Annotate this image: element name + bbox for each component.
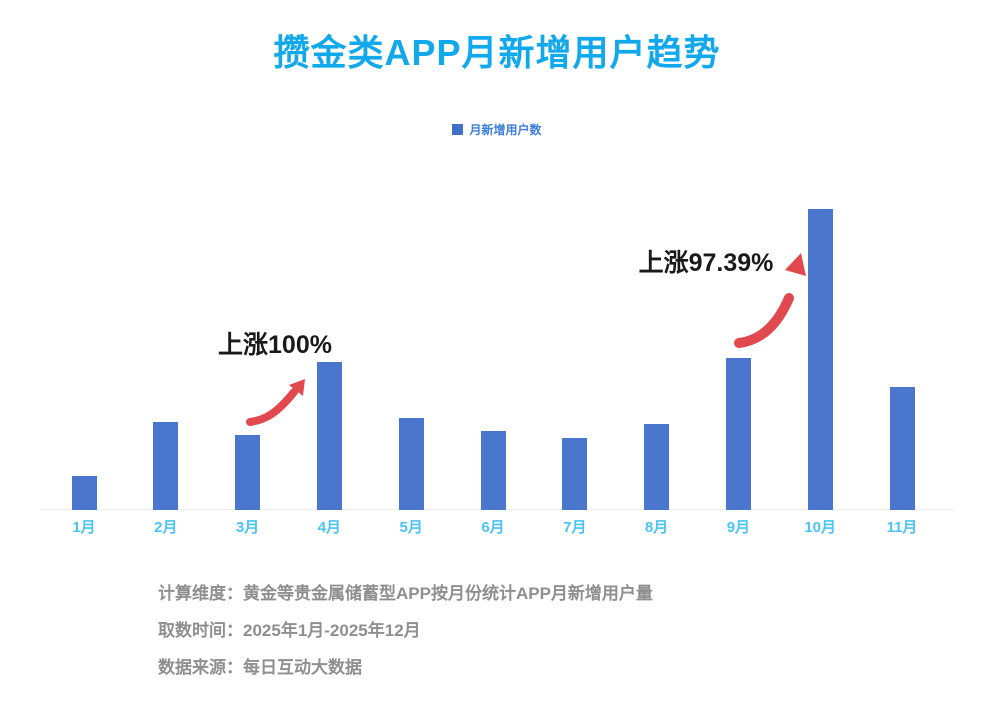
x-tick-label-7月: 7月 [563,519,587,536]
bar-5月 [398,418,424,510]
x-tick-label-5月: 5月 [399,519,423,536]
page-title: 攒金类APP月新增用户趋势 [273,32,721,73]
bar-9月 [725,358,751,510]
x-tick-label-2月: 2月 [154,519,178,536]
footnote-row-0: 计算维度：黄金等贵金属储蓄型APP按月份统计APP月新增用户量 [158,575,653,612]
bar-7月 [562,438,588,510]
footnote-label: 数据来源： [158,658,243,677]
bar-11月 [889,387,915,510]
bar-4月 [316,362,342,510]
footnote-label: 计算维度： [158,584,243,603]
x-tick-label-4月: 4月 [317,519,342,536]
legend-label: 月新增用户数 [469,123,542,137]
legend: 月新增用户数 [0,121,994,138]
x-tick-label-9月: 9月 [726,519,751,536]
x-tick-label-11月: 11月 [886,519,918,536]
footnote-value: 2025年1月-2025年12月 [243,621,421,640]
footnote-value: 黄金等贵金属储蓄型APP按月份统计APP月新增用户量 [243,584,653,603]
annotation-up-97-39: 上涨97.39% [638,249,774,277]
x-tick-label-8月: 8月 [644,519,669,536]
bar-2月 [153,422,179,510]
up-arrow-icon-1 [246,379,305,426]
x-tick-label-1月: 1月 [72,519,96,536]
legend-swatch-icon [452,124,464,135]
footnote-value: 每日互动大数据 [243,658,362,677]
bar-1月 [71,476,97,510]
bar-10月 [807,209,833,510]
footnotes: 计算维度：黄金等贵金属储蓄型APP按月份统计APP月新增用户量 取数时间：2025… [158,575,653,686]
x-tick-label-10月: 10月 [804,519,837,536]
footnote-row-2: 数据来源：每日互动大数据 [158,649,653,686]
footnote-label: 取数时间： [158,621,243,640]
bar-8月 [644,424,670,510]
bar-chart: 上涨100% 上涨97.39% 1月 2月 3月 4月 5月 6月 7月 8月 9月 10月 11月 [0,160,994,536]
bar-6月 [480,431,506,510]
annotation-up-100: 上涨100% [218,331,332,359]
bar-3月 [235,435,261,510]
footnote-row-1: 取数时间：2025年1月-2025年12月 [158,612,653,649]
x-tick-label-3月: 3月 [235,519,260,536]
x-tick-label-6月: 6月 [481,519,505,536]
